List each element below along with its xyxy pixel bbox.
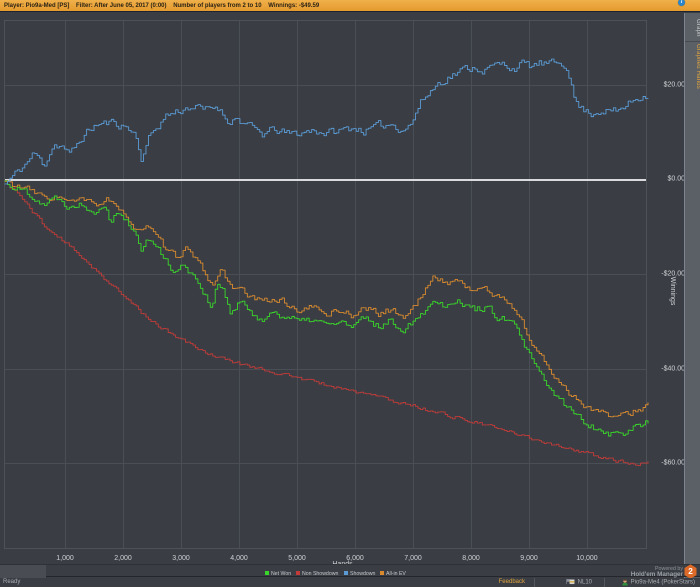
svg-text:2: 2 [688,567,693,576]
